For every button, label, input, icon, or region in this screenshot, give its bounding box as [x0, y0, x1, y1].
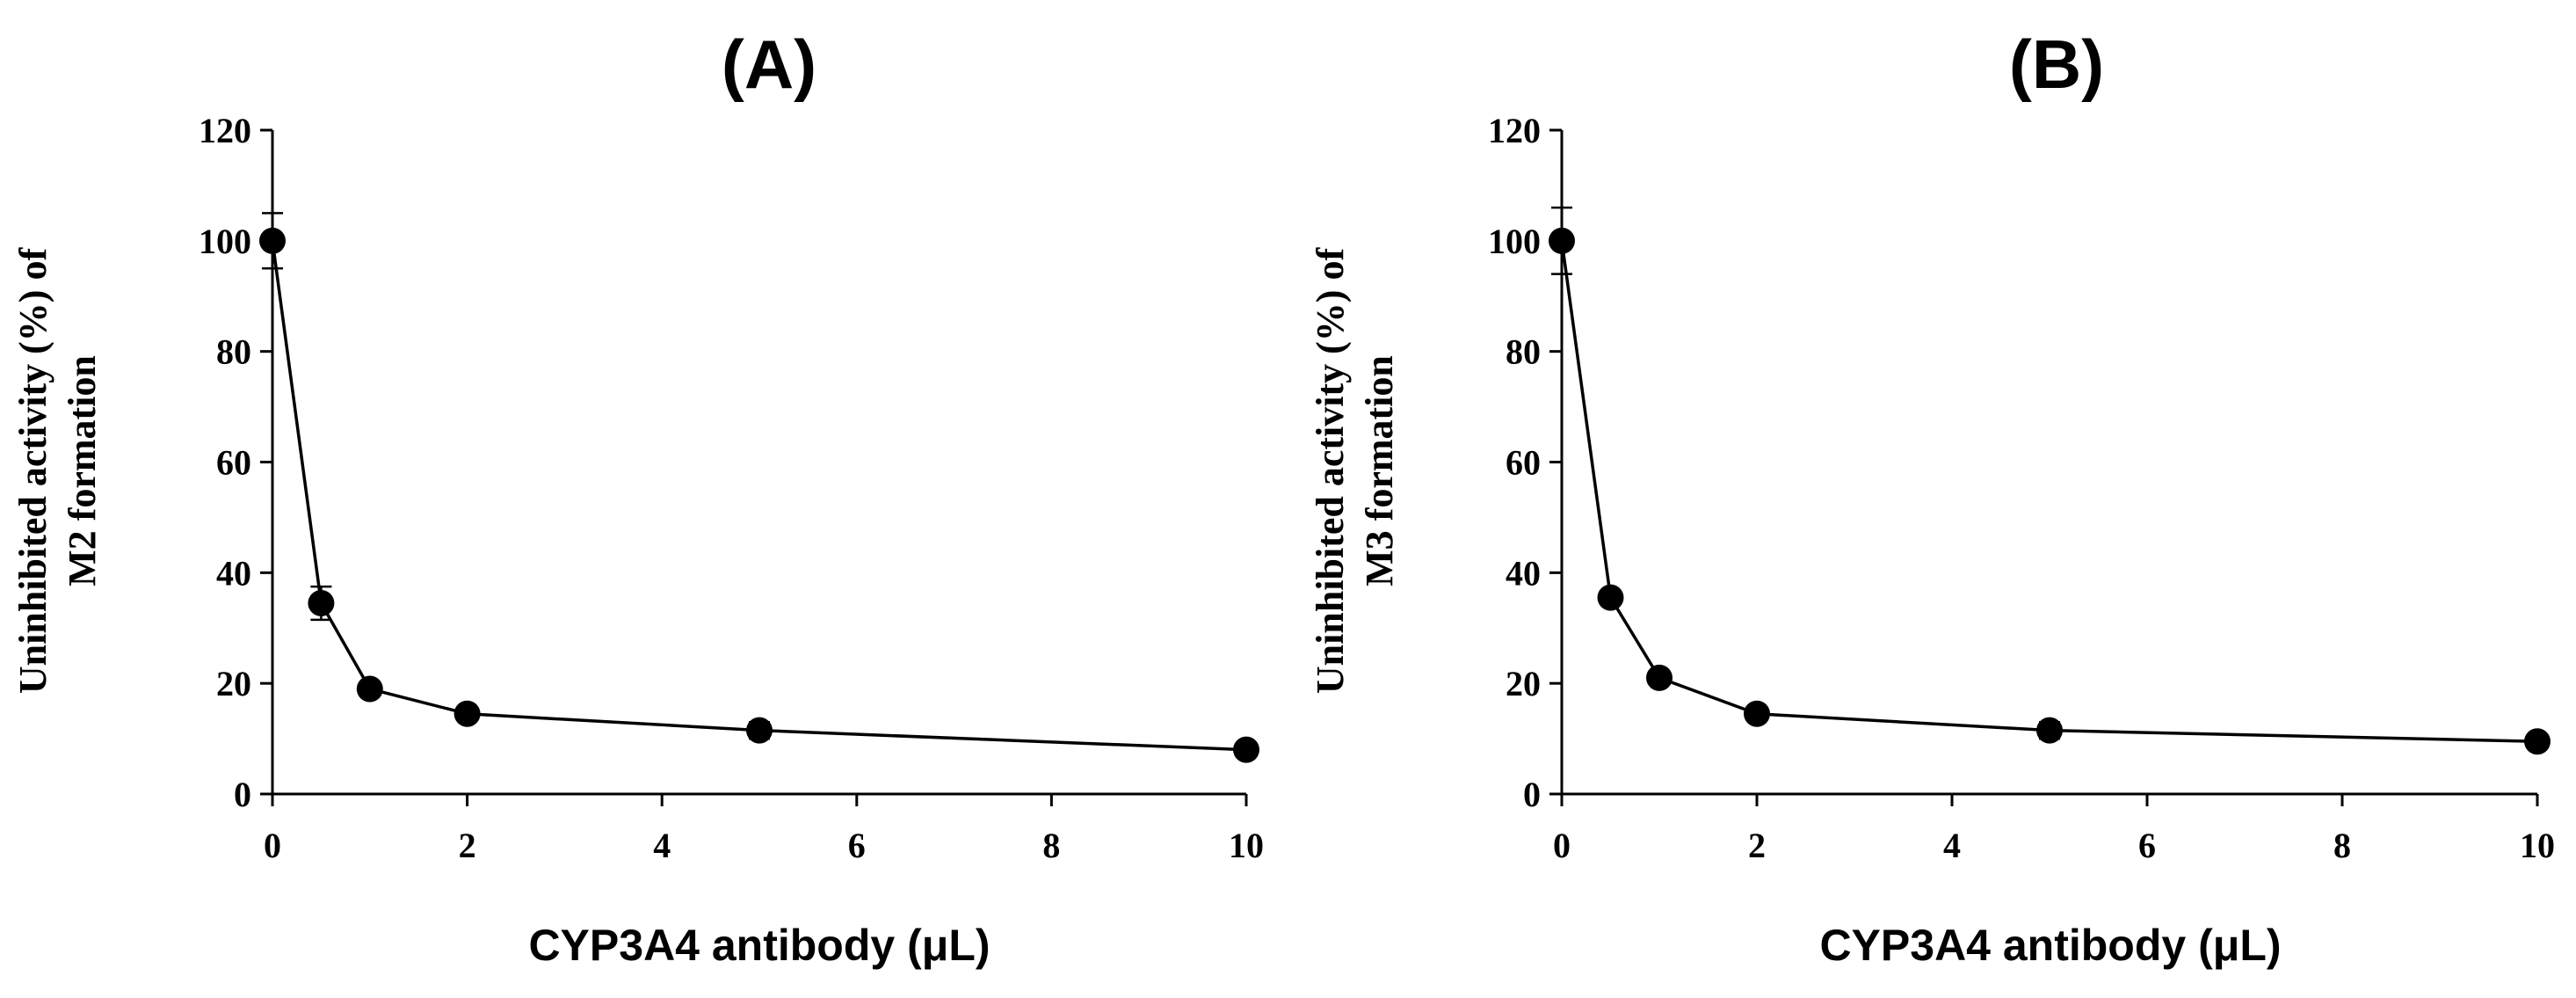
- y-tick-label: 80: [216, 332, 251, 372]
- x-tick-label: 6: [2138, 826, 2156, 865]
- x-tick-label: 8: [1042, 826, 1060, 865]
- x-axis-label: CYP3A4 antibody (μL): [1819, 921, 2281, 970]
- y-tick-label: 60: [216, 443, 251, 483]
- x-tick-label: 6: [848, 826, 866, 865]
- y-axis-label-line-1: Uninhibited activity (%) of: [1309, 247, 1352, 695]
- data-point: [454, 700, 481, 727]
- y-tick-label: 0: [1523, 775, 1541, 814]
- data-point: [308, 589, 335, 616]
- data-point: [1646, 664, 1673, 691]
- x-tick-label: 4: [653, 826, 671, 865]
- x-tick-label: 10: [1229, 826, 1264, 865]
- y-tick-label: 20: [216, 664, 251, 703]
- y-axis-label-line-2: M2 formation: [61, 355, 104, 586]
- y-tick-label: 120: [1488, 111, 1541, 150]
- y-axis-label-line-2: M3 formation: [1358, 355, 1401, 586]
- x-tick-label: 0: [1553, 826, 1571, 865]
- x-tick-label: 10: [2520, 826, 2555, 865]
- y-tick-label: 100: [199, 222, 251, 261]
- data-point: [2036, 717, 2063, 744]
- y-axis-label-line-1: Uninhibited activity (%) of: [11, 247, 54, 695]
- data-point: [1549, 227, 1575, 254]
- x-tick-label: 4: [1943, 826, 1961, 865]
- x-tick-label: 2: [1748, 826, 1766, 865]
- data-point: [746, 717, 773, 744]
- panel-title: (B): [2009, 25, 2104, 103]
- x-tick-label: 2: [459, 826, 476, 865]
- y-tick-label: 60: [1506, 443, 1541, 483]
- y-tick-label: 100: [1488, 222, 1541, 261]
- chart-panel-a: (A) 0 20 40 60 80 100 120 0 2 4 6 8 10 CYP3A4 antibody…: [11, 25, 1264, 970]
- x-tick-label: 8: [2333, 826, 2351, 865]
- series-line: [271, 240, 1247, 752]
- data-point: [356, 675, 383, 703]
- chart-panel-b: (B) 0 20 40 60 80 100 120 0 2 4 6 8 10 CYP3A4 antibody…: [1309, 25, 2555, 970]
- y-tick-label: 40: [216, 553, 251, 593]
- y-tick-label: 20: [1506, 664, 1541, 703]
- data-point: [1233, 736, 1259, 763]
- panel-title: (A): [722, 25, 816, 103]
- data-point: [2524, 728, 2551, 755]
- series-line: [1560, 240, 2538, 743]
- data-point: [1597, 584, 1624, 611]
- y-tick-label: 80: [1506, 332, 1541, 372]
- y-tick-label: 0: [234, 775, 251, 814]
- y-tick-label: 40: [1506, 553, 1541, 593]
- y-tick-label: 120: [199, 111, 251, 150]
- data-point: [259, 227, 286, 254]
- x-axis-label: CYP3A4 antibody (μL): [528, 921, 990, 970]
- data-point: [1744, 700, 1770, 727]
- x-tick-label: 0: [264, 826, 281, 865]
